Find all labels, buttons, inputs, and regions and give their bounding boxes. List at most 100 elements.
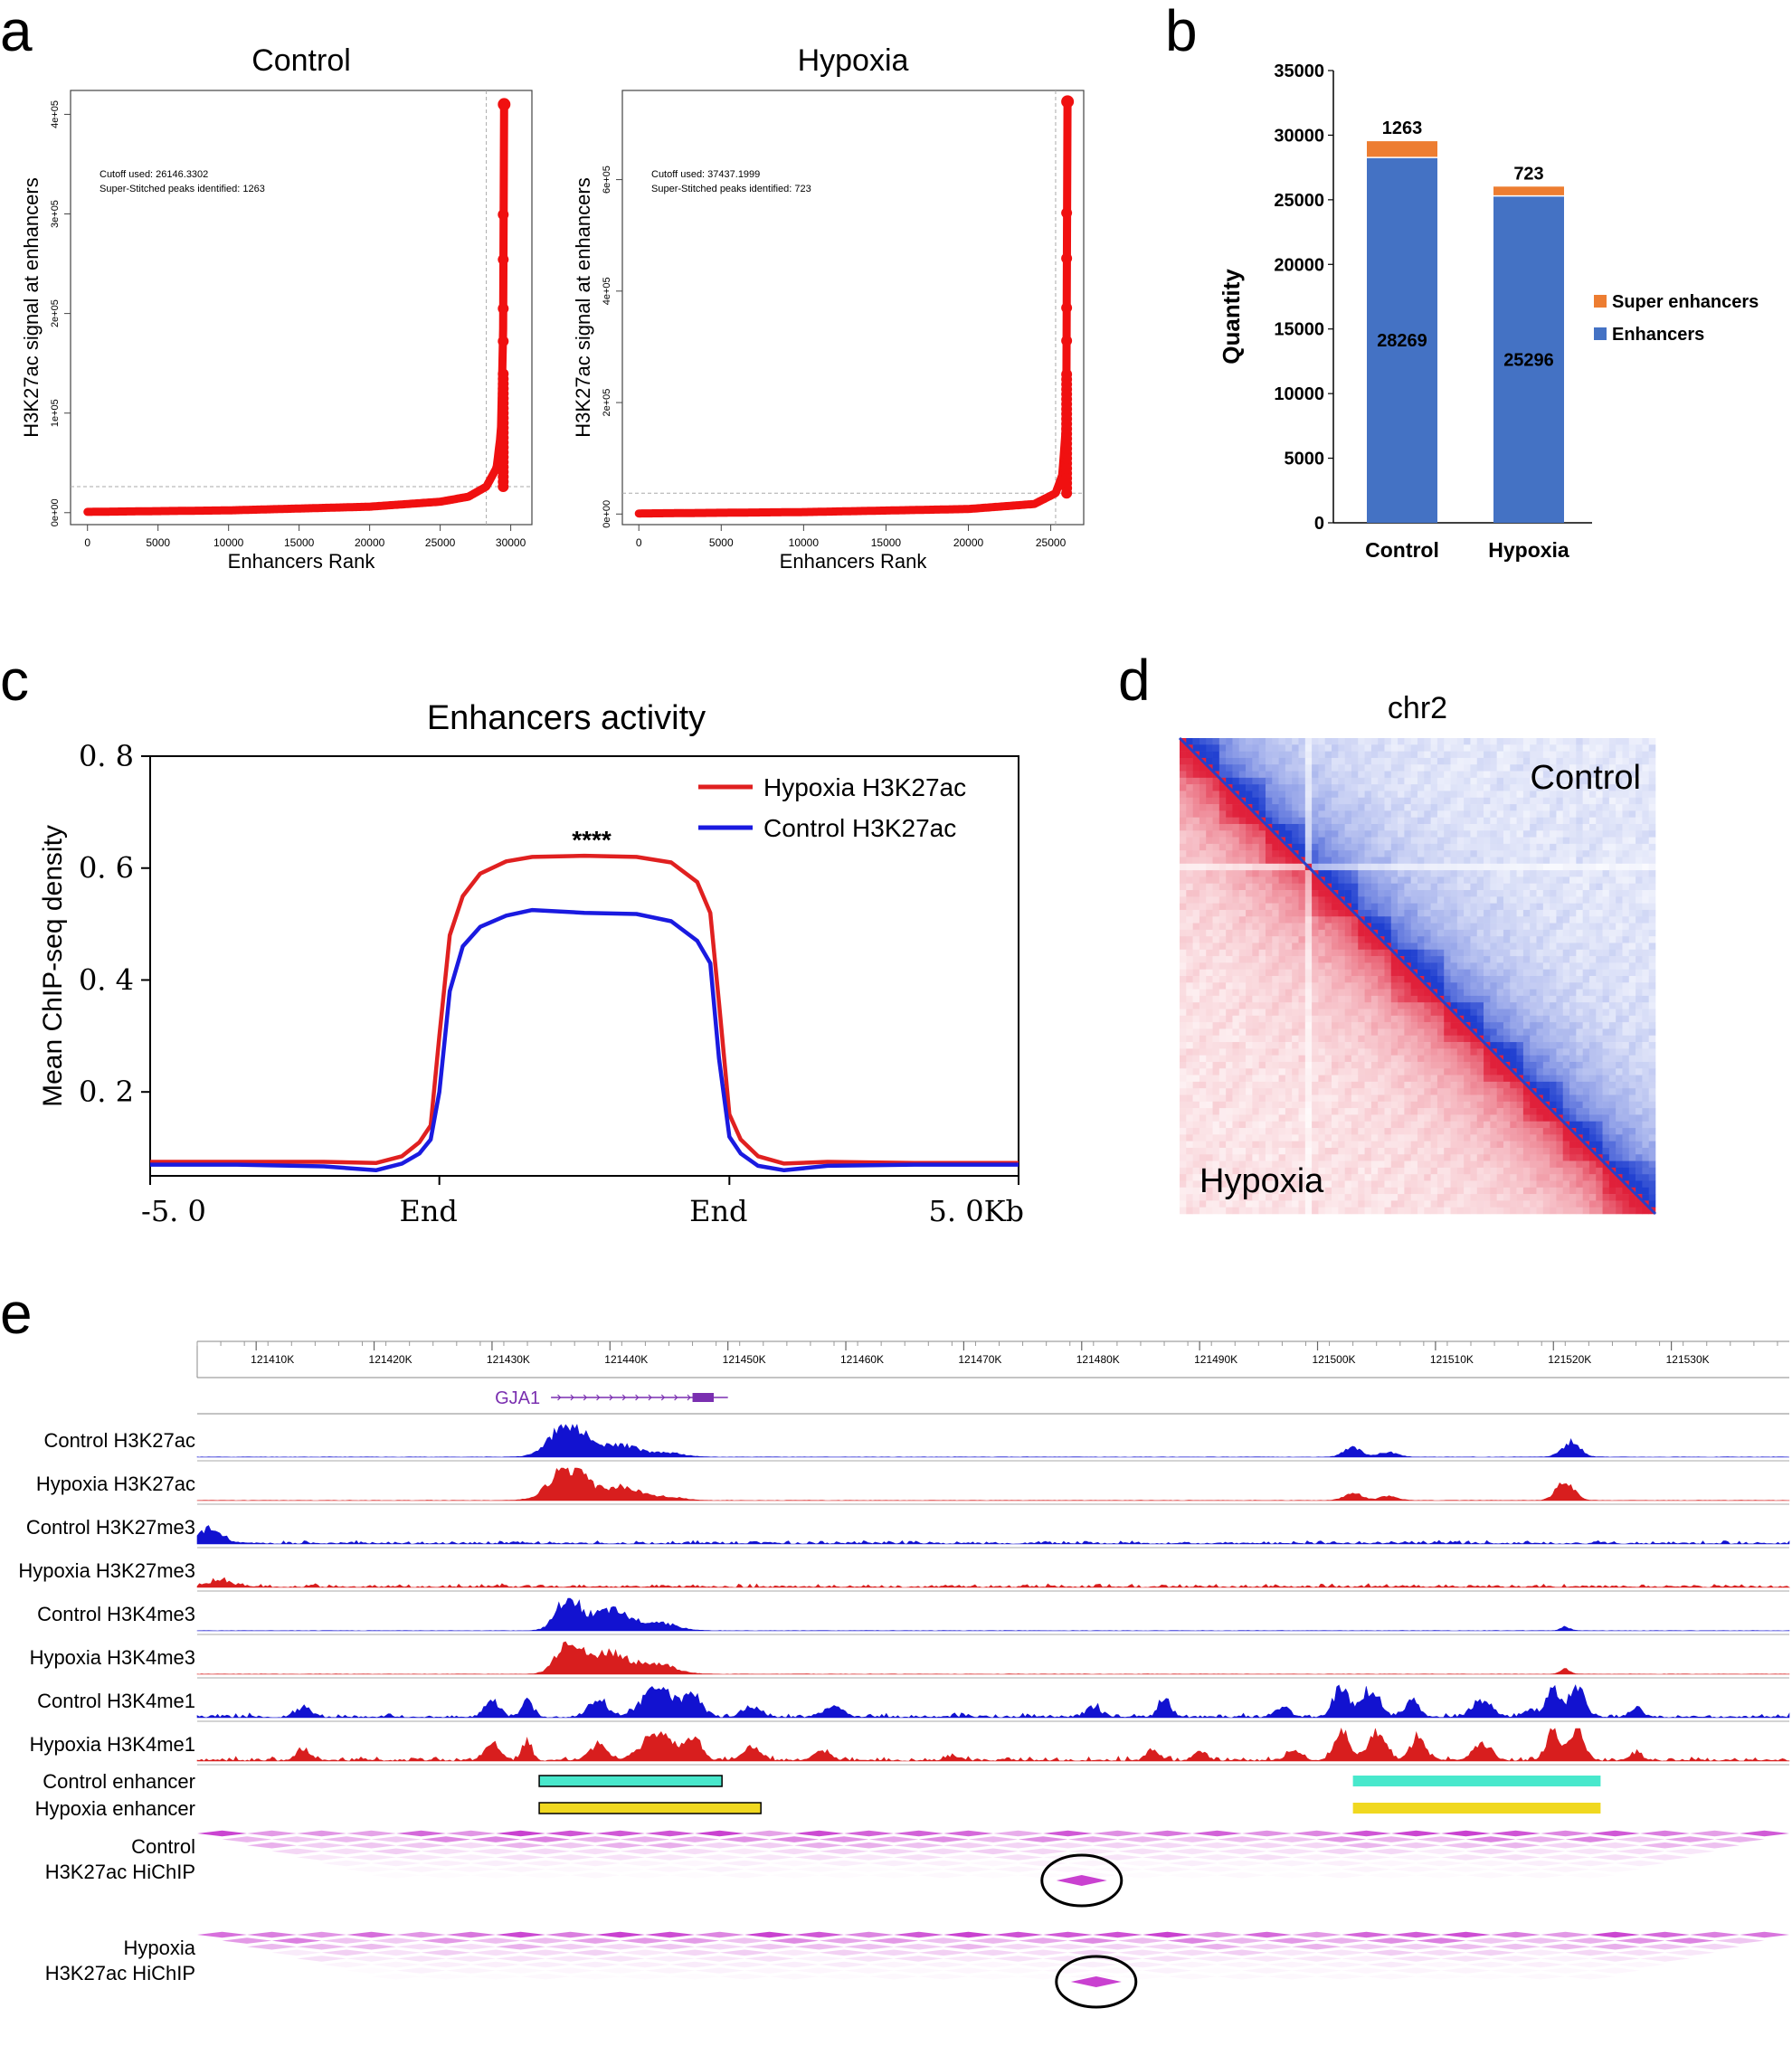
heatmap-cell (1344, 890, 1352, 897)
heatmap-cell (1272, 1160, 1279, 1169)
heatmap-cell (1616, 936, 1623, 943)
heatmap-cell (1265, 976, 1273, 983)
heatmap-cell (1503, 929, 1511, 937)
heatmap-cell (1616, 995, 1623, 1003)
heatmap-cell (1596, 823, 1603, 831)
heatmap-cell (1298, 982, 1306, 990)
heatmap-cell (1608, 843, 1617, 851)
heatmap-cell (1324, 771, 1332, 779)
heatmap-cell (1436, 1154, 1445, 1161)
heatmap-cell (1636, 837, 1643, 845)
heatmap-cell (1344, 784, 1352, 791)
heatmap-cell (1304, 1035, 1313, 1043)
heatmap-cell (1516, 876, 1524, 885)
heatmap-cell (1398, 969, 1405, 977)
heatmap-cell (1622, 817, 1630, 825)
heatmap-cell (1417, 744, 1425, 752)
heatmap-cell (1265, 863, 1273, 871)
heatmap-cell (1192, 1042, 1200, 1049)
heatmap-cell (1550, 962, 1557, 970)
heatmap-cell (1628, 942, 1636, 951)
heatmap-cell (1484, 777, 1491, 785)
heatmap-cell (1292, 830, 1299, 838)
heatmap-cell (1226, 1147, 1233, 1155)
heatmap-cell (1258, 1128, 1266, 1135)
heatmap-cell (1550, 1009, 1557, 1017)
heatmap-cell (1444, 804, 1451, 811)
heatmap-cell (1588, 1160, 1597, 1169)
heatmap-cell (1398, 863, 1405, 871)
heatmap-cell (1258, 923, 1266, 931)
heatmap-cell (1510, 989, 1517, 997)
heatmap-cell (1344, 764, 1352, 772)
heatmap-cell (1278, 969, 1286, 977)
heatmap-cell (1616, 1068, 1623, 1075)
heatmap-cell (1636, 1147, 1643, 1155)
heatmap-cell (1398, 784, 1405, 791)
heatmap-cell (1218, 1154, 1227, 1161)
heatmap-cell (1370, 870, 1379, 877)
heatmap-cell (1576, 791, 1583, 799)
heatmap-cell (1358, 1055, 1365, 1063)
heatmap-cell (1324, 956, 1332, 963)
heatmap-cell (1410, 1009, 1418, 1017)
heatmap-cell (1522, 1114, 1531, 1122)
heatmap-cell (1516, 962, 1524, 970)
heatmap-cell (1510, 1015, 1517, 1023)
heatmap-cell (1318, 909, 1326, 917)
heatmap-cell (1456, 1174, 1465, 1181)
heatmap-cell (1556, 923, 1564, 931)
heatmap-cell (1265, 764, 1273, 772)
heatmap-cell (1384, 1108, 1392, 1115)
heatmap-cell (1542, 850, 1550, 857)
heatmap-cell (1180, 830, 1187, 838)
heatmap-cell (1285, 1028, 1293, 1037)
heatmap-cell (1628, 810, 1636, 818)
heatmap-cell (1616, 876, 1623, 885)
heatmap-cell (1298, 890, 1306, 897)
heatmap-cell (1424, 1002, 1431, 1009)
heatmap-cell (1616, 777, 1623, 785)
heatmap-cell (1608, 962, 1617, 970)
heatmap-cell (1608, 976, 1617, 983)
heatmap-cell (1430, 810, 1438, 818)
heatmap-cell (1576, 777, 1583, 785)
heatmap-cell (1398, 744, 1405, 752)
heatmap-cell (1292, 1075, 1299, 1083)
heatmap-cell (1246, 896, 1253, 904)
heatmap-cell (1496, 942, 1504, 951)
heatmap-cell (1265, 777, 1273, 785)
heatmap-cell (1252, 1114, 1259, 1122)
heatmap-cell (1516, 942, 1524, 951)
heatmap-cell (1410, 949, 1418, 957)
heatmap-cell (1384, 771, 1392, 779)
heatmap-cell (1186, 949, 1193, 957)
heatmap-cell (1562, 1061, 1570, 1069)
heatmap-cell (1444, 1094, 1451, 1103)
heatmap-cell (1285, 995, 1293, 1003)
heatmap-cell (1516, 1015, 1524, 1023)
heatmap-cell (1358, 1174, 1365, 1181)
heatmap-cell (1490, 1174, 1497, 1181)
heatmap-cell (1456, 969, 1465, 977)
heatmap-cell (1490, 909, 1497, 917)
heatmap-cell (1398, 1134, 1405, 1141)
heatmap-cell (1436, 830, 1445, 838)
heatmap-cell (1298, 1121, 1306, 1129)
heatmap-cell (1602, 942, 1610, 951)
heatmap-cell (1450, 797, 1458, 805)
heatmap-cell (1588, 1114, 1597, 1122)
heatmap-cell (1351, 1121, 1359, 1129)
heatmap-cell (1456, 1141, 1465, 1149)
y-axis-label: H3K27ac signal at enhancers (20, 177, 43, 437)
heatmap-cell (1588, 1035, 1597, 1043)
heatmap-cell (1324, 751, 1332, 759)
heatmap-cell (1246, 995, 1253, 1003)
heatmap-cell (1292, 916, 1299, 924)
heatmap-cell (1436, 1009, 1445, 1017)
heatmap-cell (1628, 857, 1636, 865)
heatmap-cell (1536, 764, 1544, 772)
heatmap-cell (1238, 883, 1247, 891)
heatmap-cell (1252, 949, 1259, 957)
heatmap-cell (1464, 1114, 1471, 1122)
